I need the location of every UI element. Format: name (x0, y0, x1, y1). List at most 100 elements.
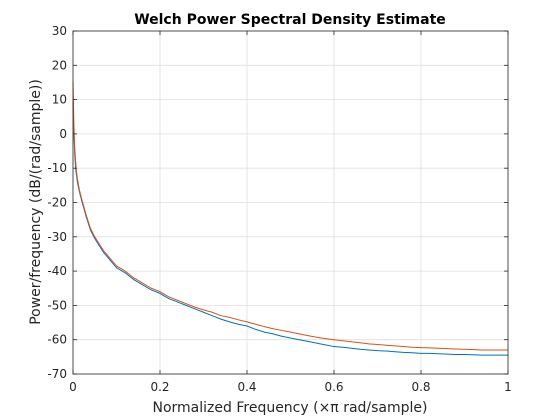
series-1-point (203, 311, 204, 313)
y-tick-label: 20 (52, 58, 67, 72)
series-1-point (307, 341, 309, 342)
x-tick-label: 0 (69, 380, 77, 394)
series-2-point (142, 282, 144, 284)
series-2-point (124, 270, 126, 272)
x-tick-label: 1 (504, 380, 512, 394)
series-1-point (229, 321, 231, 323)
x-tick-label: 0.4 (237, 380, 256, 394)
series-2-point (316, 336, 317, 338)
series-1-point (150, 289, 152, 291)
series-2-point (111, 260, 113, 262)
y-tick-label: -10 (47, 161, 67, 175)
series-1-point (342, 346, 344, 348)
series-2-point (76, 171, 77, 173)
x-axis-label: Normalized Frequency (×π rad/sample) (153, 400, 428, 416)
series-2-point (73, 123, 75, 125)
series-2-point (307, 335, 309, 336)
series-1-point (211, 315, 213, 317)
y-tick-label: -30 (47, 230, 67, 244)
series-2-point (185, 303, 187, 305)
series-2-point (94, 236, 96, 238)
y-tick-label: -20 (47, 196, 67, 210)
series-1-point (385, 350, 387, 352)
y-tick-label: 30 (52, 24, 67, 38)
series-2-point (203, 309, 204, 311)
x-tick-label: 0.8 (411, 380, 430, 394)
series-1-point (298, 339, 300, 341)
series-1-point (394, 351, 396, 353)
series-2-point (351, 341, 352, 343)
x-tick-label: 0.2 (150, 380, 169, 394)
series-2-point (237, 319, 239, 321)
series-2-point (394, 345, 396, 347)
series-1-point (237, 323, 239, 325)
y-tick-label: 0 (59, 127, 67, 141)
y-tick-label: -70 (47, 367, 67, 381)
series-2-point (107, 255, 109, 257)
series-2-point (333, 339, 335, 341)
series-2-point (446, 348, 448, 350)
series-2-point (159, 291, 161, 293)
series-2-point (79, 190, 80, 191)
series-2 (72, 82, 509, 351)
series-2-point (211, 311, 213, 313)
series-2-point (75, 160, 77, 162)
series-2-point (429, 347, 431, 349)
y-tick-label: 10 (52, 93, 67, 107)
series-1-point (177, 301, 178, 303)
series-1-point (116, 267, 117, 269)
series-2-point (290, 331, 291, 333)
series-2-point (403, 346, 404, 347)
series-1-point (481, 354, 483, 356)
series-2-point (76, 178, 78, 179)
series-1-point (98, 244, 100, 246)
series-1-point (411, 352, 413, 354)
series-1-point (133, 279, 135, 281)
series-1-point (490, 354, 491, 356)
series-2-point (359, 342, 361, 344)
series-2-point (490, 349, 491, 351)
series-2-point (298, 333, 300, 335)
series-2-point (411, 346, 413, 348)
series-2-point (168, 296, 170, 298)
series-2-point (177, 299, 178, 301)
series-1-point (464, 354, 465, 355)
series-2-point (420, 347, 422, 348)
series-1-point (368, 349, 370, 351)
series-1-point (446, 353, 448, 355)
series-1-point (403, 351, 404, 353)
series-1-point (420, 353, 422, 354)
series-1-point (142, 284, 144, 286)
series-2-point (229, 317, 231, 318)
series-1-point (246, 325, 248, 327)
series-2-point (246, 321, 248, 323)
series-1-point (290, 337, 291, 339)
series-2-point (255, 323, 257, 325)
series-1-point (264, 331, 265, 333)
series-2-point (498, 349, 500, 351)
series-2-point (281, 330, 283, 331)
series-2-point (90, 227, 91, 229)
y-tick-label: -60 (47, 333, 67, 347)
series-1-point (455, 354, 457, 355)
series-1-point (90, 229, 91, 231)
series-1-point (107, 256, 109, 258)
series-1-point (333, 346, 335, 347)
series-1-point (168, 298, 170, 299)
series-2-point (272, 328, 274, 330)
series-2-point (385, 344, 387, 346)
series-2-point (103, 250, 104, 251)
series-1-point (429, 353, 431, 354)
series-1-point (498, 354, 500, 356)
series-1-point (220, 318, 222, 320)
series-2-point (481, 349, 483, 351)
series-2-point (368, 343, 370, 345)
series-1-point (472, 354, 474, 356)
series-1-point (185, 305, 187, 306)
series-2-point (342, 340, 344, 342)
series-2-point (464, 348, 465, 350)
y-tick-label: -50 (47, 298, 67, 312)
series-2-point (377, 344, 378, 345)
